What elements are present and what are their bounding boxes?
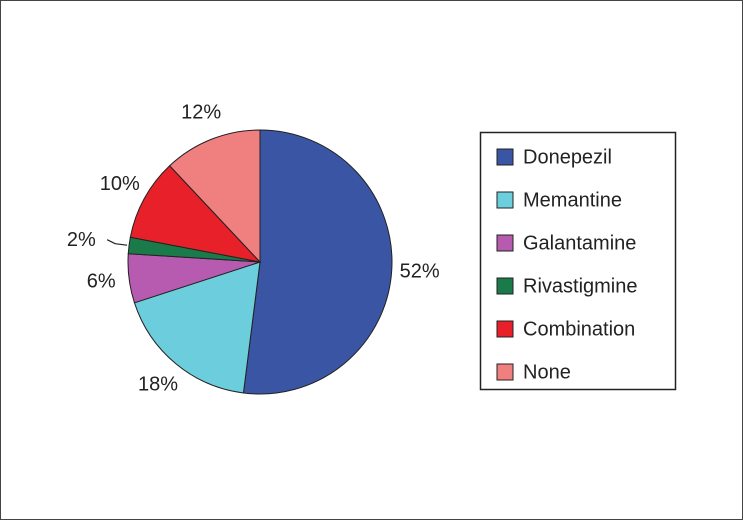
pie-slice [168, 129, 261, 264]
data-label: 18% [138, 374, 178, 396]
data-label: 12% [181, 102, 221, 124]
pie-slice [133, 261, 261, 394]
legend-label: Donepezil [523, 146, 612, 168]
legend-label: None [523, 361, 571, 383]
legend-box [479, 131, 677, 391]
data-label: 10% [100, 173, 140, 195]
legend-swatch [496, 320, 514, 338]
legend-label: Memantine [523, 189, 622, 211]
leader-line [106, 239, 128, 246]
legend-label: Galantamine [523, 232, 636, 254]
pie-slice [129, 165, 262, 263]
pie-slice [242, 129, 393, 395]
data-label: 52% [400, 260, 440, 282]
legend-swatch [496, 277, 514, 295]
legend-label: Combination [523, 318, 635, 340]
data-label: 2% [67, 229, 96, 251]
data-label: 6% [87, 270, 116, 292]
legend-label: Rivastigmine [523, 275, 637, 297]
legend-swatch [496, 191, 514, 209]
legend-swatch [496, 148, 514, 166]
legend-swatch [496, 363, 514, 381]
legend-swatch [496, 234, 514, 252]
